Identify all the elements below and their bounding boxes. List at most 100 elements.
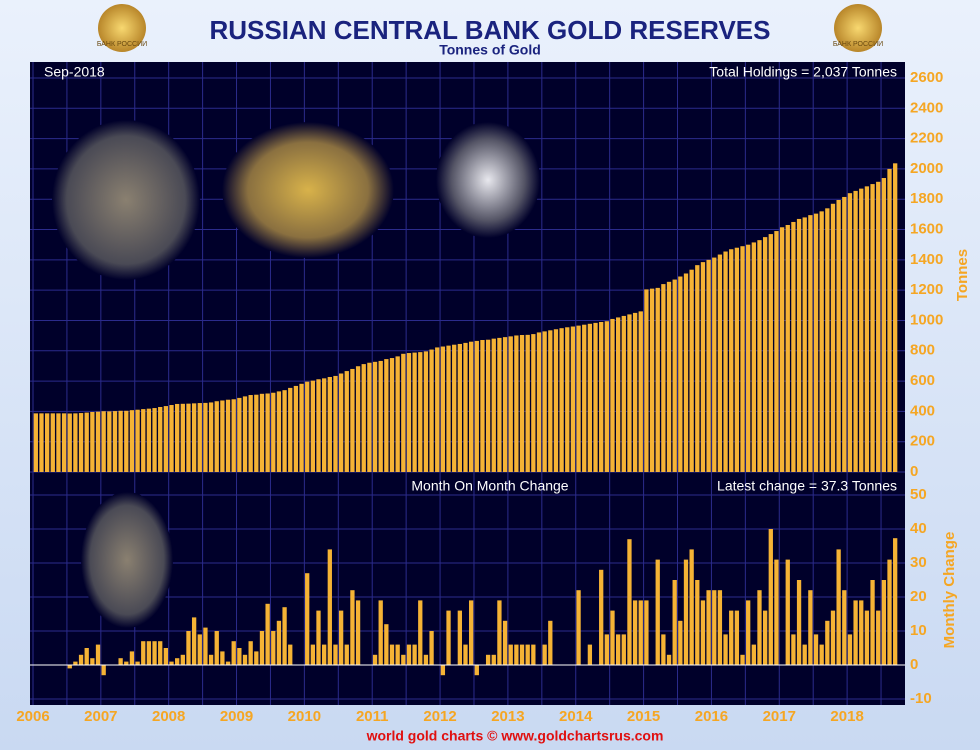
y-tick-label: 800 — [910, 342, 935, 359]
bar — [355, 366, 361, 472]
bar — [305, 573, 310, 665]
bar — [242, 396, 248, 472]
bar — [101, 411, 106, 472]
bar — [338, 610, 344, 665]
bar — [107, 411, 112, 472]
bar — [802, 217, 807, 472]
bar — [423, 654, 429, 665]
bar — [412, 352, 417, 472]
bar — [355, 600, 361, 665]
bar — [237, 648, 242, 665]
bar — [395, 356, 400, 472]
bar — [491, 654, 496, 665]
chart-subtitle: Tonnes of Gold — [439, 42, 541, 58]
bar — [672, 580, 677, 665]
x-tick-label: 2015 — [627, 708, 660, 725]
bar — [525, 334, 530, 472]
bar — [446, 610, 451, 665]
y-tick-label: 2400 — [910, 99, 943, 116]
bar — [50, 413, 55, 472]
bar — [440, 346, 446, 472]
bar — [84, 648, 89, 665]
bar — [610, 318, 615, 472]
bar — [746, 244, 751, 472]
bar — [344, 644, 349, 665]
bar — [423, 351, 429, 472]
bar — [881, 580, 887, 665]
bar — [514, 335, 519, 472]
bar — [785, 559, 790, 665]
bar — [859, 188, 864, 472]
bar — [146, 408, 152, 472]
bar — [802, 644, 807, 665]
bar — [842, 590, 847, 665]
bar — [587, 644, 593, 665]
bar — [723, 634, 728, 665]
bar — [474, 665, 479, 676]
x-tick-label: 2017 — [763, 708, 796, 725]
bar — [678, 620, 683, 665]
x-tick-label: 2010 — [288, 708, 321, 725]
bar — [796, 580, 802, 665]
bar — [819, 644, 824, 665]
bar — [683, 273, 689, 472]
bar — [327, 549, 332, 665]
y-tick-label: 1600 — [910, 221, 943, 238]
bar — [429, 631, 434, 665]
bar — [751, 644, 756, 665]
bar — [604, 321, 609, 472]
bar — [378, 600, 383, 665]
bar — [842, 196, 847, 472]
bar — [61, 413, 67, 472]
bar — [197, 403, 202, 472]
bar — [237, 397, 242, 472]
bar — [84, 412, 89, 472]
bar — [751, 242, 756, 472]
bar — [531, 334, 536, 472]
bar — [452, 344, 457, 472]
bar — [621, 315, 626, 472]
bar — [203, 627, 208, 665]
bar — [655, 287, 660, 472]
bar — [497, 337, 502, 472]
bar — [870, 184, 875, 473]
bar — [480, 340, 485, 472]
bar — [101, 665, 106, 676]
bar — [254, 651, 259, 665]
bar — [825, 620, 830, 665]
bar — [525, 644, 530, 665]
bar — [124, 410, 129, 472]
bar — [502, 620, 508, 665]
bar — [768, 234, 773, 472]
bar — [853, 600, 858, 665]
bar — [565, 327, 570, 472]
bar — [536, 332, 542, 472]
bar — [208, 654, 214, 665]
bar — [158, 406, 163, 472]
bar — [700, 600, 706, 665]
bar — [141, 641, 146, 665]
y-tick-label: 2600 — [910, 69, 943, 86]
bar — [502, 337, 508, 472]
x-tick-label: 2008 — [152, 708, 185, 725]
bar — [870, 580, 875, 665]
y-tick-label: 10 — [910, 622, 927, 639]
bar — [282, 390, 287, 472]
bar — [310, 644, 316, 665]
bar — [418, 352, 423, 472]
bar — [689, 269, 694, 472]
bar — [395, 644, 400, 665]
x-tick-label: 2009 — [220, 708, 253, 725]
x-tick-label: 2014 — [559, 708, 593, 725]
bar — [361, 364, 366, 472]
bar — [129, 651, 135, 665]
bar — [615, 634, 621, 665]
y-tick-label: 200 — [910, 433, 935, 450]
bar — [859, 600, 864, 665]
bar — [836, 549, 841, 665]
bar — [163, 406, 169, 472]
bar — [508, 336, 513, 472]
bar — [169, 405, 174, 472]
bar — [762, 610, 768, 665]
y-tick-label: -10 — [910, 690, 932, 707]
